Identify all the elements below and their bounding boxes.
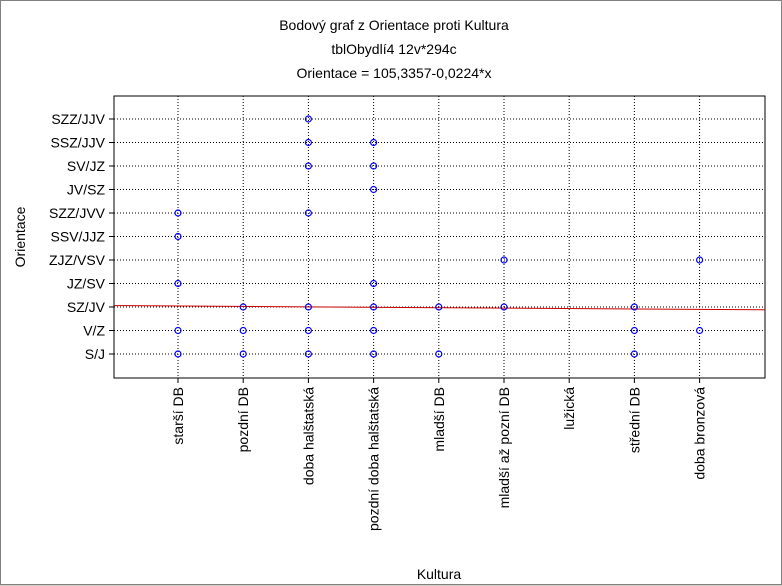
regression-equation: Orientace = 105,3357-0,0224*x: [297, 65, 492, 81]
data-point: [304, 209, 312, 217]
y-tick-label: SZZ/JJV: [51, 111, 105, 127]
y-axis-ticks: S/J V/Z SZ/JV JZ/SV ZJZ/VSV SSV/JJZ SZZ/JVV JV/…: [49, 111, 114, 362]
data-point: [630, 350, 639, 358]
data-point: [695, 256, 704, 264]
data-point: [304, 326, 312, 335]
data-point: [304, 350, 312, 358]
data-point: [630, 326, 639, 335]
y-tick-label: SZZ/JVV: [49, 205, 106, 221]
data-point: [370, 326, 378, 335]
x-tick-label: pozdní doba halštatská: [366, 387, 382, 531]
x-tick-label: pozdní DB: [235, 387, 251, 452]
data-point: [174, 350, 182, 358]
data-point: [500, 256, 508, 264]
x-tick-label: mladší až pozní DB: [496, 387, 512, 508]
chart-title: Bodový graf z Orientace proti Kultura: [279, 17, 509, 33]
data-point: [239, 303, 247, 311]
grid-lines: [114, 96, 765, 378]
data-point: [239, 326, 247, 335]
plot-area-frame: [113, 95, 766, 379]
y-tick-label: S/J: [85, 346, 105, 362]
data-point: [500, 303, 508, 311]
x-axis-ticks: starší DB pozdní DB doba halštatská pozdní …: [170, 378, 708, 531]
x-tick-label: doba halštatská: [300, 387, 316, 485]
data-point: [304, 138, 312, 147]
regression-line: [113, 305, 766, 311]
y-tick-label: SV/JZ: [67, 158, 106, 174]
data-point: [695, 326, 704, 335]
data-point: [174, 279, 182, 288]
y-tick-label: SZ/JV: [67, 299, 106, 315]
data-point: [370, 303, 378, 311]
data-point: [304, 162, 312, 170]
data-point: [370, 350, 378, 358]
data-point: [435, 303, 443, 311]
x-tick-label: mladší DB: [431, 387, 447, 452]
data-point: [239, 350, 247, 358]
data-point: [630, 303, 639, 311]
x-tick-label: lužická: [561, 387, 577, 430]
x-axis-title: Kultura: [417, 566, 462, 582]
data-points: [174, 115, 704, 358]
data-point: [370, 162, 378, 170]
x-tick-label: doba bronzová: [692, 387, 708, 480]
x-tick-label: střední DB: [626, 387, 642, 453]
y-tick-label: JZ/SV: [67, 276, 106, 292]
y-tick-label: ZJZ/VSV: [49, 252, 106, 268]
y-tick-label: JV/SZ: [67, 182, 106, 198]
data-point: [370, 185, 378, 194]
data-point: [304, 115, 312, 123]
data-point: [370, 279, 378, 288]
data-point: [174, 326, 182, 335]
y-axis-title: Orientace: [12, 206, 28, 267]
data-point: [174, 232, 182, 241]
y-tick-label: SSZ/JJV: [51, 135, 106, 151]
y-tick-label: V/Z: [83, 323, 105, 339]
data-point: [435, 350, 443, 358]
data-point: [304, 303, 312, 311]
chart-subtitle: tblObydlí4 12v*294c: [331, 41, 456, 57]
data-point: [174, 209, 182, 217]
data-point: [370, 138, 378, 147]
x-tick-label: starší DB: [170, 387, 186, 445]
y-tick-label: SSV/JJZ: [51, 229, 106, 245]
